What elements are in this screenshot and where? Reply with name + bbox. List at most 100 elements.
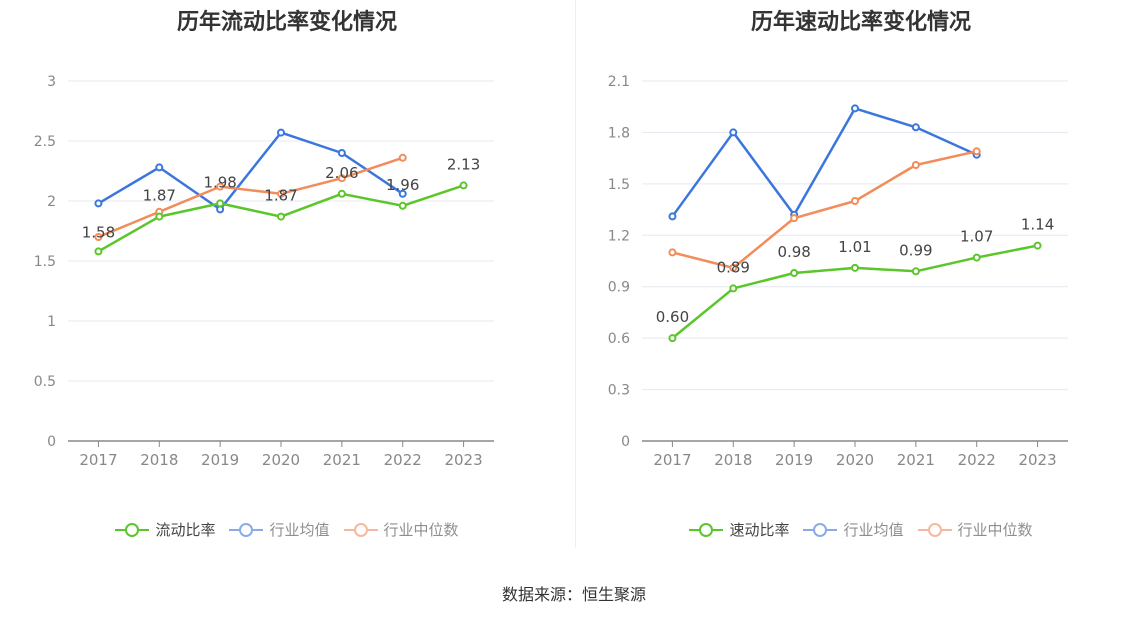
- legend-marker: [813, 522, 828, 537]
- legend-label: 行业中位数: [957, 521, 1033, 539]
- panel-divider: [575, 0, 576, 548]
- data-point: [790, 214, 799, 223]
- series-line: [97, 156, 404, 239]
- x-tick-label: 2022: [958, 451, 996, 469]
- legend-item-industry-median[interactable]: 行业中位数: [917, 519, 1033, 540]
- series-line: [97, 131, 404, 211]
- data-point: [972, 147, 981, 156]
- legend-item-industry-median[interactable]: 行业中位数: [343, 519, 459, 540]
- data-point: [94, 233, 103, 241]
- y-tick-label: 1.8: [608, 125, 630, 141]
- legend-marker: [125, 522, 140, 537]
- y-tick-label: 2.5: [34, 134, 56, 150]
- data-point: [668, 212, 677, 221]
- data-label: 1.96: [386, 176, 419, 194]
- data-point: [851, 197, 859, 205]
- legend-item-industry-average[interactable]: 行业均值: [229, 519, 330, 540]
- y-tick-label: 2.1: [608, 74, 630, 90]
- y-tick-label: 0.5: [34, 374, 56, 390]
- data-label: 1.87: [264, 187, 297, 205]
- data-label: 1.14: [1021, 216, 1054, 234]
- data-label: 0.99: [899, 241, 932, 259]
- data-point: [729, 263, 738, 272]
- x-tick-label: 2019: [201, 451, 239, 469]
- data-point: [668, 334, 677, 343]
- legend-line-icon: [689, 520, 724, 540]
- current-ratio-chart: 0 0.5 1 1.5 2 2.5 3 2017 2018 2019 2020 2021 2022 202…: [34, 74, 494, 469]
- y-tick-label: 1.2: [608, 228, 630, 244]
- x-tick-label: 2018: [714, 451, 752, 469]
- y-tick-label: 1.5: [608, 177, 630, 193]
- quick-ratio-chart-panel: 历年速动比率变化情况 0 0.3 0.6 0.9 1.2 1.5 1.8 2.1 2017 201…: [574, 0, 1148, 560]
- data-point: [337, 189, 346, 198]
- legend: 流动比率 行业均值 行业中位数: [0, 519, 574, 540]
- data-point: [337, 174, 346, 183]
- y-tick-label: 0: [47, 434, 56, 450]
- x-tick-label: 2020: [836, 451, 874, 469]
- data-point: [398, 153, 407, 162]
- data-label: 1.87: [143, 187, 176, 205]
- legend-label: 行业中位数: [383, 521, 459, 539]
- data-label: 2.13: [447, 155, 480, 173]
- data-point: [1033, 241, 1042, 250]
- data-point: [155, 212, 164, 221]
- legend-item-industry-average[interactable]: 行业均值: [803, 519, 904, 540]
- y-tick-label: 1: [47, 314, 56, 330]
- data-point: [911, 267, 920, 276]
- data-label: 0.60: [656, 308, 689, 326]
- current-ratio-chart-panel: 历年流动比率变化情况 0 0.5 1 1.5 2 2.5 3 2017 2018 2019 2020…: [0, 0, 574, 560]
- y-tick-label: 3: [47, 74, 56, 90]
- data-point: [668, 248, 677, 257]
- x-tick-label: 2018: [140, 451, 178, 469]
- data-point: [216, 199, 225, 208]
- data-point: [851, 263, 859, 272]
- data-point: [398, 189, 407, 198]
- legend-marker: [239, 522, 254, 537]
- data-point: [972, 253, 981, 262]
- data-label: 1.58: [82, 223, 115, 241]
- legend-item-series-1[interactable]: 速动比率: [689, 519, 789, 540]
- data-point: [94, 247, 103, 256]
- series-line: [671, 107, 978, 218]
- legend-line-icon: [917, 520, 952, 540]
- data-label: 1.98: [203, 173, 236, 191]
- legend-line-icon: [803, 520, 838, 540]
- legend-line-icon: [229, 520, 264, 540]
- legend-label: 流动比率: [155, 521, 216, 539]
- y-tick-label: 0.3: [608, 383, 630, 399]
- y-tick-label: 0.9: [608, 280, 630, 296]
- legend-label: 速动比率: [729, 521, 790, 539]
- data-label: 2.06: [325, 164, 358, 182]
- data-point: [94, 199, 103, 208]
- data-point: [729, 284, 738, 293]
- data-point: [729, 128, 738, 137]
- x-tick-label: 2023: [1018, 451, 1056, 469]
- x-tick-label: 2021: [897, 451, 935, 469]
- data-point: [216, 182, 225, 191]
- x-tick-label: 2017: [653, 451, 691, 469]
- chart-title: 历年流动比率变化情况: [176, 10, 397, 35]
- data-label: 0.98: [777, 243, 810, 261]
- y-tick-label: 1.5: [34, 254, 56, 270]
- quick-ratio-chart: 0 0.3 0.6 0.9 1.2 1.5 1.8 2.1 2017 2018 2019 2020 20…: [608, 74, 1068, 469]
- legend-marker: [927, 522, 942, 537]
- data-point: [911, 123, 920, 132]
- series-line: [672, 150, 977, 270]
- x-tick-label: 2019: [775, 451, 813, 469]
- data-point: [911, 161, 920, 169]
- legend-item-series-1[interactable]: 流动比率: [115, 519, 215, 540]
- x-tick-label: 2020: [262, 451, 300, 469]
- legend-line-icon: [343, 520, 378, 540]
- x-tick-label: 2017: [79, 451, 117, 469]
- x-tick-label: 2022: [384, 451, 422, 469]
- y-tick-label: 2: [47, 194, 56, 210]
- data-point: [277, 212, 285, 221]
- data-point: [851, 104, 859, 113]
- data-label: 1.01: [838, 238, 871, 256]
- chart-title: 历年速动比率变化情况: [750, 10, 971, 35]
- y-tick-label: 0: [621, 434, 630, 450]
- legend-line-icon: [115, 520, 150, 540]
- legend-label: 行业均值: [843, 521, 904, 539]
- data-label: 0.89: [717, 258, 750, 276]
- data-point: [398, 201, 407, 210]
